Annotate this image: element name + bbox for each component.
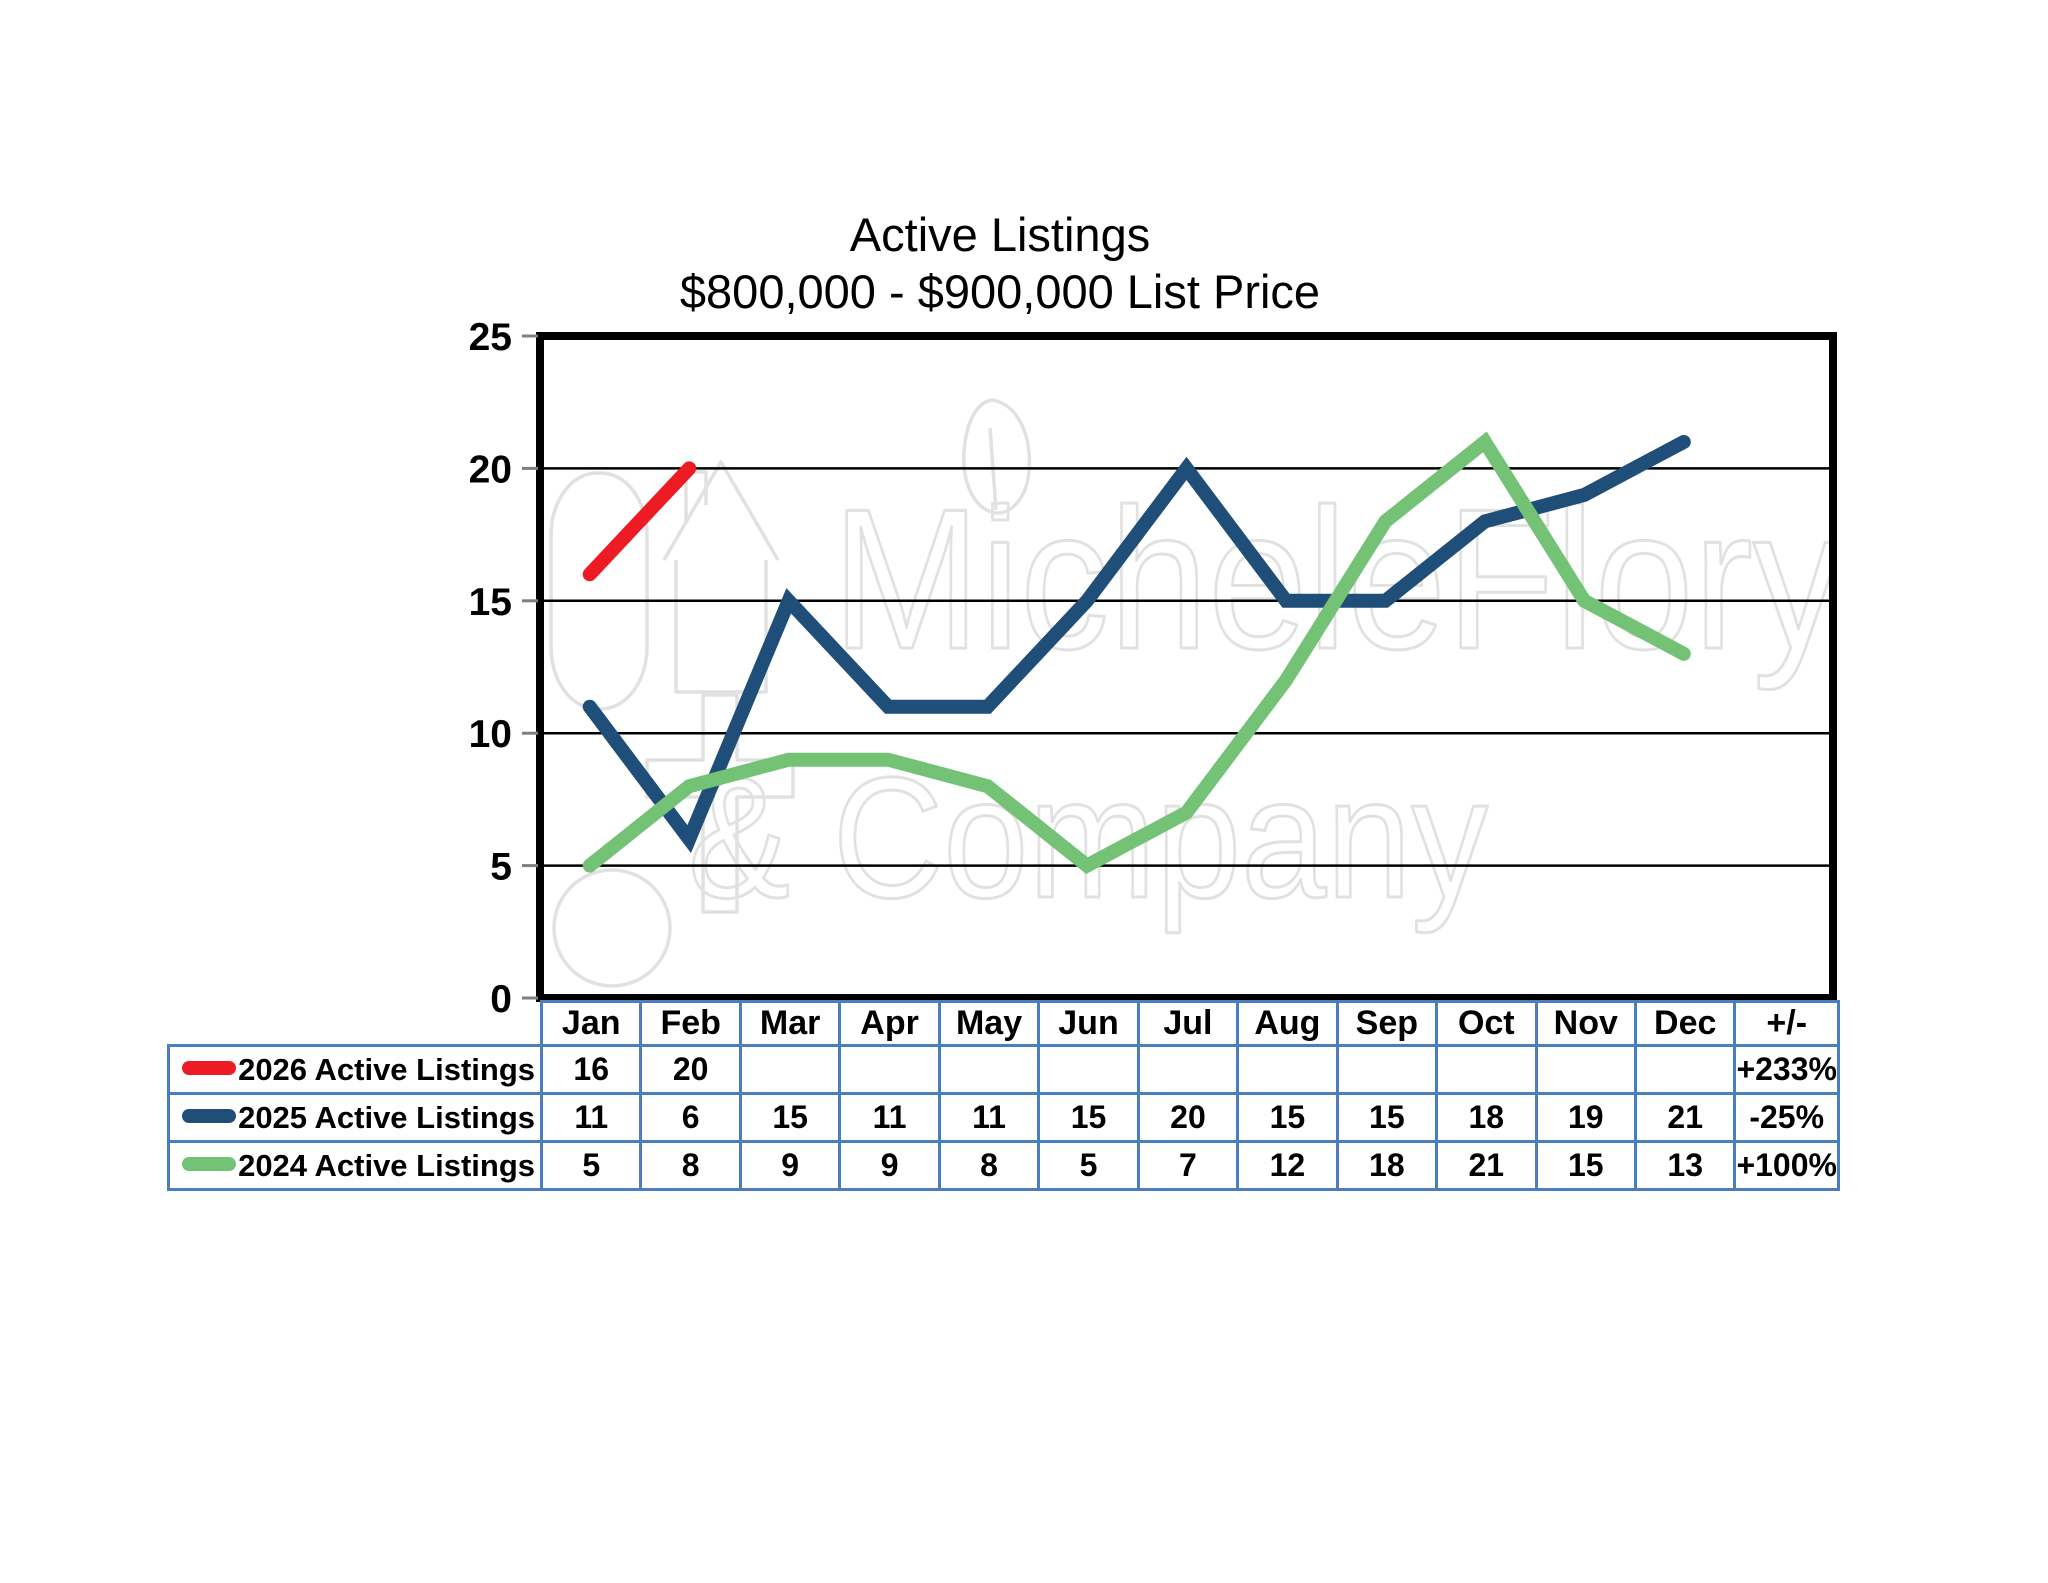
house-icon — [662, 460, 780, 694]
month-header-cell: Jan — [539, 1000, 643, 1047]
y-axis-label: 5 — [490, 846, 512, 889]
series-name: 2025 Active Listings — [238, 1099, 535, 1135]
value-cell: 11 — [838, 1092, 941, 1143]
month-header-cell: Dec — [1633, 1000, 1737, 1047]
value-cell — [1136, 1044, 1240, 1095]
legend-swatch — [182, 1061, 237, 1076]
month-header-cell: Apr — [838, 1000, 941, 1047]
chart-subtitle: $800,000 - $900,000 List Price — [679, 265, 1321, 318]
change-cell: +233% — [1733, 1044, 1840, 1095]
logo-shape — [552, 868, 672, 988]
y-axis-label: 20 — [469, 448, 512, 491]
month-header-cell: +/- — [1733, 1000, 1840, 1047]
value-cell: 12 — [1236, 1140, 1339, 1191]
value-cell — [738, 1044, 842, 1095]
value-cell: 20 — [639, 1044, 742, 1095]
value-cell: 11 — [937, 1092, 1041, 1143]
value-cell: 19 — [1534, 1092, 1637, 1143]
series-line-2025-active-listings — [582, 434, 1691, 854]
value-cell — [937, 1044, 1041, 1095]
value-cell — [1435, 1044, 1538, 1095]
table-row: 2024 Active Listings 5 8 9 9 8 5 7 12 18 21 15 13 +10… — [167, 1140, 1840, 1191]
logo-cross — [645, 693, 795, 914]
value-cell: 15 — [1236, 1092, 1339, 1143]
value-cell: 15 — [1534, 1140, 1637, 1191]
value-cell: 7 — [1136, 1140, 1240, 1191]
change-cell: -25% — [1733, 1092, 1840, 1143]
month-header-cell: Jul — [1136, 1000, 1240, 1047]
series-name: 2024 Active Listings — [238, 1147, 535, 1183]
watermark-text-line1: MicheleFlory — [832, 468, 1842, 691]
series-line-2026-active-listings — [582, 461, 697, 582]
value-cell: 21 — [1633, 1092, 1737, 1143]
series-line-2024-active-listings — [582, 431, 1691, 874]
month-header-cell: Mar — [738, 1000, 842, 1047]
value-cell: 18 — [1335, 1140, 1439, 1191]
value-cell: 21 — [1435, 1140, 1538, 1191]
value-cell — [1335, 1044, 1439, 1095]
value-cell: 16 — [539, 1044, 643, 1095]
chart-title-block: Active Listings $800,000 - $900,000 List… — [0, 206, 2000, 320]
series-label-cell: 2026 Active Listings — [167, 1044, 543, 1095]
y-axis-label: 15 — [469, 581, 512, 624]
value-cell: 13 — [1633, 1140, 1737, 1191]
value-cell: 15 — [1037, 1092, 1140, 1143]
series-name: 2026 Active Listings — [238, 1051, 535, 1087]
table-corner-cell — [169, 1002, 542, 1046]
y-axis-label: 25 — [469, 316, 512, 359]
y-axis-label: 10 — [469, 713, 512, 756]
table-row: 2026 Active Listings 16 20 +233% — [167, 1044, 1840, 1095]
value-cell — [1633, 1044, 1737, 1095]
legend-swatch — [182, 1157, 237, 1172]
value-cell — [1037, 1044, 1140, 1095]
table-row: 2025 Active Listings 11 6 15 11 11 15 20 15 15 18 1… — [167, 1092, 1840, 1143]
value-cell: 8 — [937, 1140, 1041, 1191]
value-cell — [838, 1044, 941, 1095]
value-cell: 9 — [738, 1140, 842, 1191]
watermark-text-line2: & Company — [688, 742, 1488, 934]
value-cell: 15 — [1335, 1092, 1439, 1143]
legend-swatch — [182, 1109, 237, 1124]
month-header-cell: Sep — [1335, 1000, 1439, 1047]
chart-title: Active Listings — [849, 208, 1151, 261]
month-header-cell: Feb — [639, 1000, 742, 1047]
value-cell: 8 — [639, 1140, 742, 1191]
value-cell: 9 — [838, 1140, 941, 1191]
series-label-cell: 2024 Active Listings — [167, 1140, 543, 1191]
month-header-cell: Aug — [1236, 1000, 1339, 1047]
value-cell: 20 — [1136, 1092, 1240, 1143]
logo-shape — [549, 471, 649, 711]
value-cell: 18 — [1435, 1092, 1538, 1143]
month-header-cell: Jun — [1037, 1000, 1140, 1047]
value-cell — [1534, 1044, 1637, 1095]
change-cell: +100% — [1733, 1140, 1840, 1191]
y-axis-label: 0 — [490, 978, 512, 1021]
month-header-cell: May — [937, 1000, 1041, 1047]
plot-border — [536, 332, 1837, 1002]
value-cell: 6 — [639, 1092, 742, 1143]
month-header-cell: Nov — [1534, 1000, 1637, 1047]
value-cell: 5 — [1037, 1140, 1140, 1191]
value-cell: 11 — [539, 1092, 643, 1143]
value-cell — [1236, 1044, 1339, 1095]
value-cell: 5 — [539, 1140, 643, 1191]
table-header-row: Jan Feb Mar Apr May Jun Jul Aug Sep Oct Nov Dec +/- — [169, 1000, 1840, 1047]
value-cell: 15 — [738, 1092, 842, 1143]
chart-data-table: Jan Feb Mar Apr May Jun Jul Aug Sep Oct Nov Dec +/- 2… — [167, 1000, 1840, 1191]
month-header-cell: Oct — [1435, 1000, 1538, 1047]
series-label-cell: 2025 Active Listings — [167, 1092, 543, 1143]
